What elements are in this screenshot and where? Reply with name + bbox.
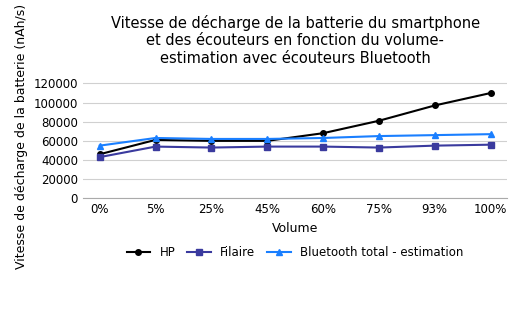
Y-axis label: Vitesse de décharge de la batterie (nAh/s): Vitesse de décharge de la batterie (nAh/…: [15, 3, 28, 269]
Filaire: [431, 143, 438, 148]
Filaire: [320, 144, 326, 149]
HP: [487, 91, 494, 95]
HP: [431, 103, 438, 108]
HP: [208, 139, 214, 143]
HP: [376, 119, 382, 123]
Filaire: [487, 143, 494, 147]
Legend: HP, Filaire, Bluetooth total - estimation: HP, Filaire, Bluetooth total - estimatio…: [122, 242, 469, 264]
Title: Vitesse de décharge de la batterie du smartphone
et des écouteurs en fonction du: Vitesse de décharge de la batterie du sm…: [110, 15, 480, 66]
Bluetooth total - estimation: [487, 132, 494, 136]
Bluetooth total - estimation: [152, 136, 158, 140]
HP: [152, 138, 158, 142]
Filaire: [152, 144, 158, 149]
Filaire: [376, 145, 382, 150]
Line: Filaire: Filaire: [97, 142, 493, 160]
Filaire: [97, 155, 103, 159]
HP: [320, 131, 326, 135]
HP: [97, 152, 103, 156]
Bluetooth total - estimation: [431, 133, 438, 137]
Bluetooth total - estimation: [320, 136, 326, 140]
Bluetooth total - estimation: [264, 137, 270, 141]
X-axis label: Volume: Volume: [272, 222, 319, 235]
Line: Bluetooth total - estimation: Bluetooth total - estimation: [97, 131, 493, 149]
Bluetooth total - estimation: [208, 137, 214, 141]
Line: HP: HP: [97, 90, 493, 157]
Bluetooth total - estimation: [376, 134, 382, 138]
HP: [264, 139, 270, 143]
Filaire: [264, 144, 270, 149]
Bluetooth total - estimation: [97, 143, 103, 148]
Filaire: [208, 145, 214, 150]
